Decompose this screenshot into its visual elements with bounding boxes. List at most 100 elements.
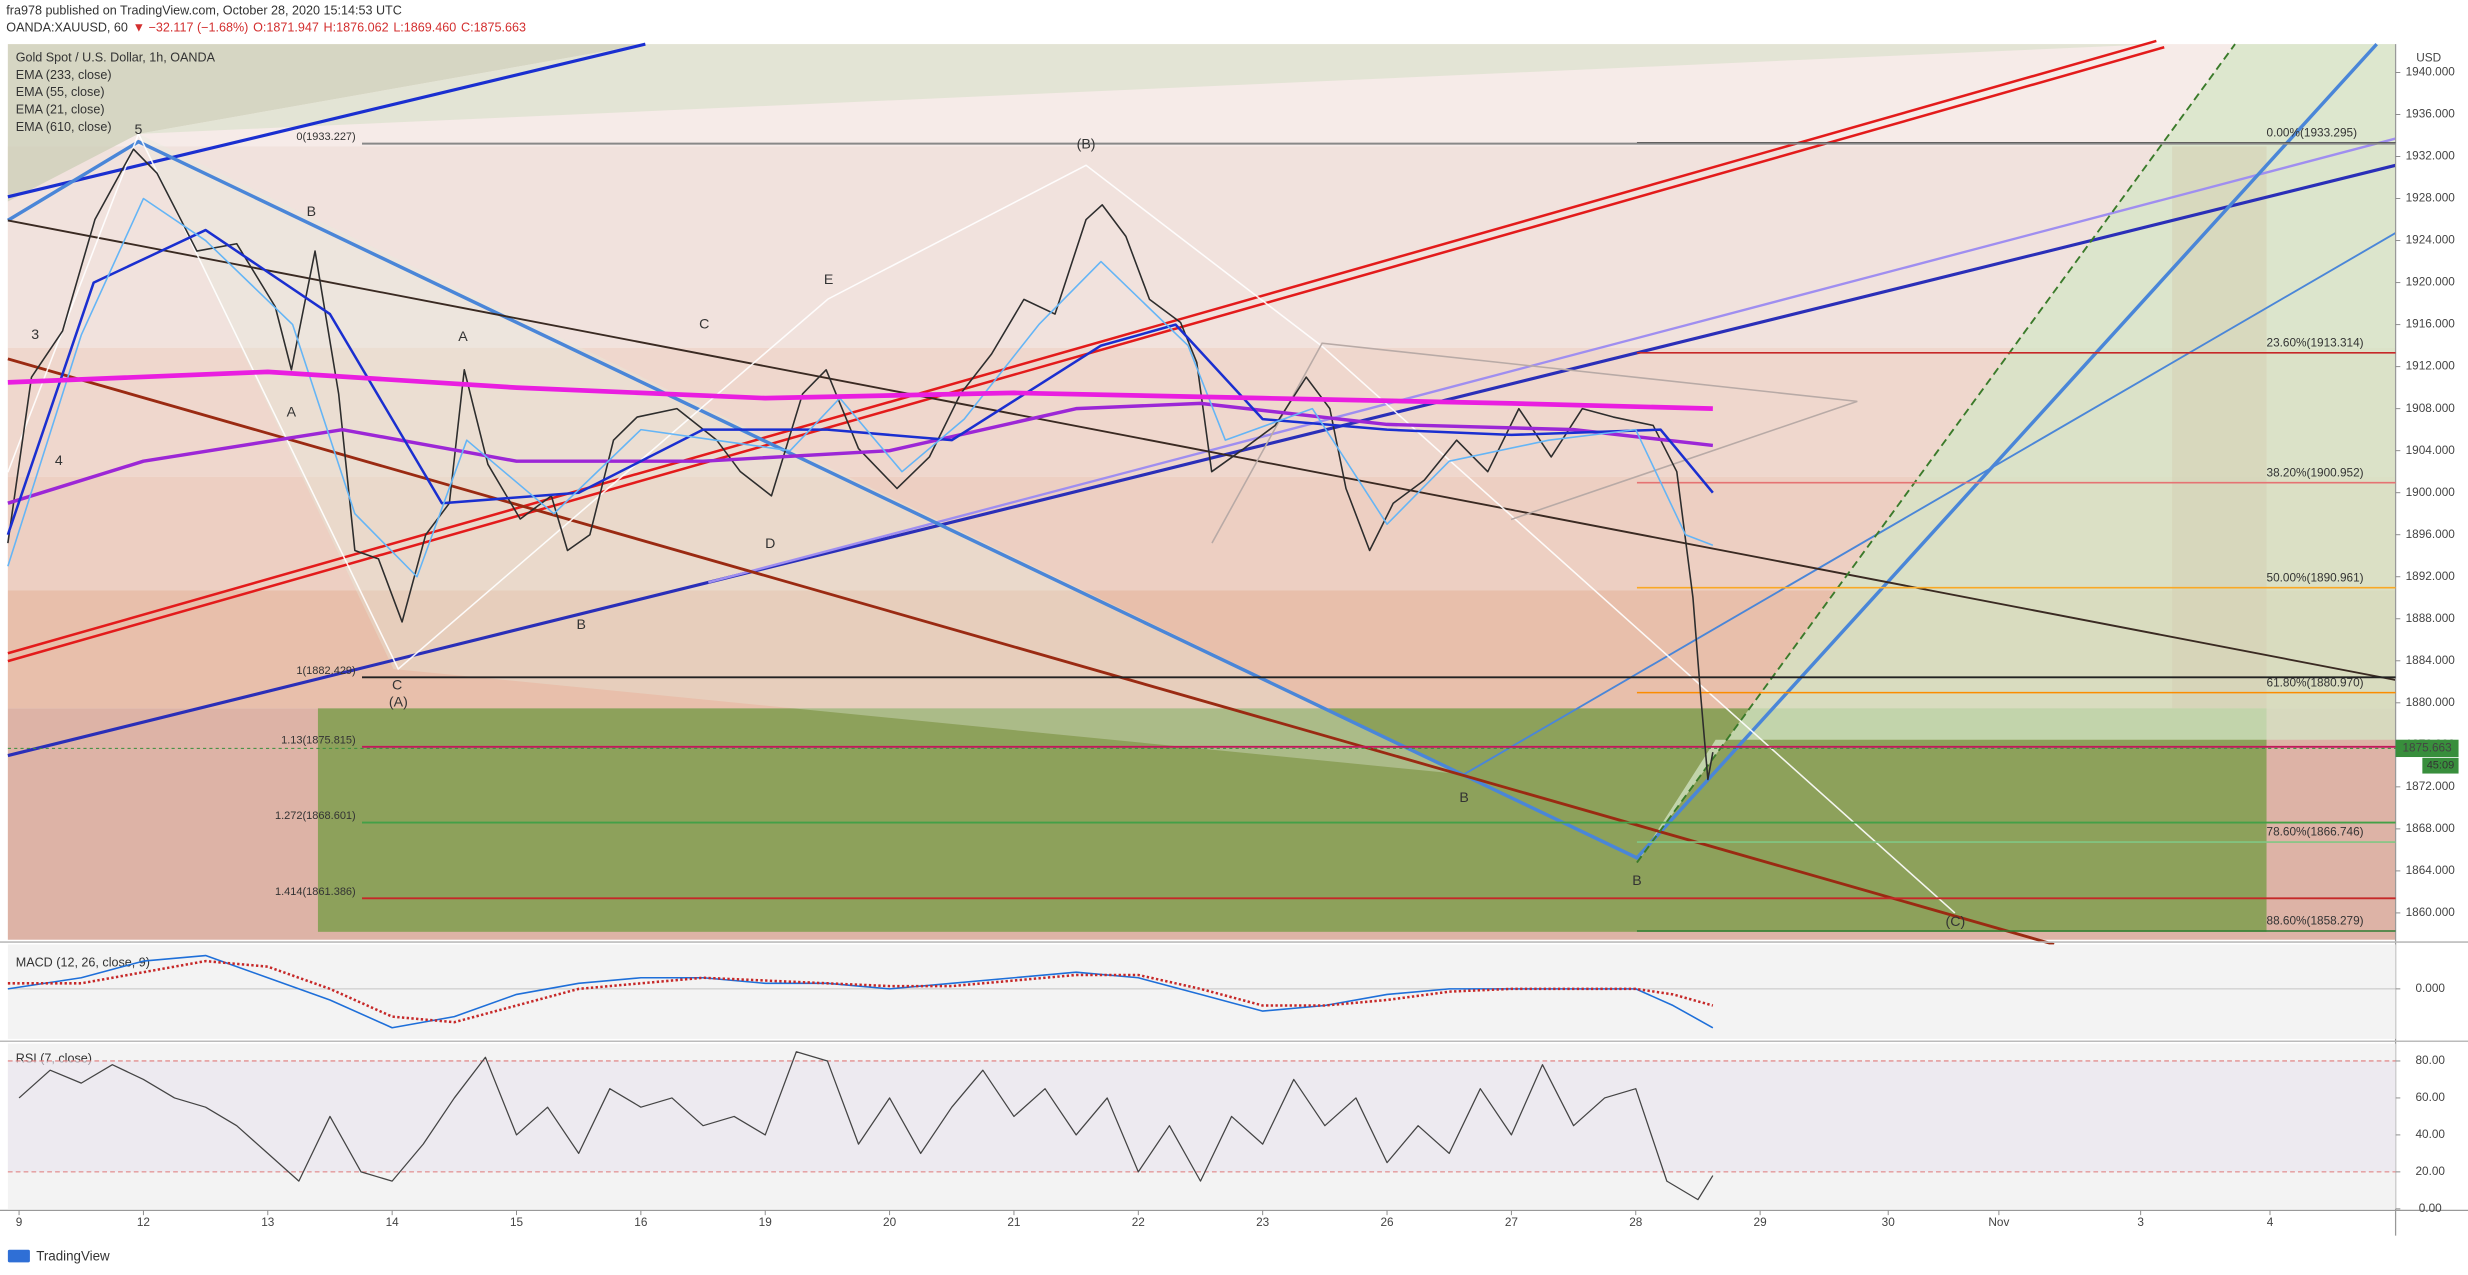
y-tick-label: 1880.000 <box>2406 695 2456 709</box>
y-tick-label: 1864.000 <box>2406 863 2456 877</box>
legend-entry: EMA (55, close) <box>16 85 105 99</box>
y-tick-label: 20.00 <box>2415 1164 2445 1178</box>
x-tick-label: 19 <box>759 1215 772 1229</box>
fib-label: 23.60%(1913.314) <box>2267 335 2364 349</box>
x-tick-label: 14 <box>386 1215 400 1229</box>
x-tick-label: Nov <box>1988 1215 2009 1229</box>
trend-line <box>7 357 2055 946</box>
x-tick-label: 12 <box>137 1215 150 1229</box>
y-tick-label: 0.000 <box>2415 981 2445 995</box>
y-tick-label: 80.00 <box>2415 1053 2445 1067</box>
x-tick-label: 21 <box>1007 1215 1020 1229</box>
currency: USD <box>2416 50 2441 64</box>
x-tick-label: 28 <box>1629 1215 1643 1229</box>
series-line <box>7 197 1714 578</box>
target-box <box>317 708 2267 932</box>
series-line <box>7 959 1714 1024</box>
macd-pane <box>7 944 2396 1039</box>
symbol-line: OANDA:XAUUSD, 60 ▼ −32.117 (−1.68%) O:1871… <box>6 21 526 35</box>
wave-label: (C) <box>1946 914 1966 930</box>
x-tick-label: 29 <box>1754 1215 1767 1229</box>
x-tick-label: 15 <box>510 1215 524 1229</box>
y-tick-label: 1940.000 <box>2406 65 2456 79</box>
wave-label: 5 <box>135 122 143 138</box>
trend-line <box>1463 232 2397 776</box>
x-tick-label: 20 <box>883 1215 897 1229</box>
ohlc-high: H:1876.062 <box>324 21 389 35</box>
y-tick-label: 1896.000 <box>2406 527 2456 541</box>
x-tick-label: 22 <box>1132 1215 1145 1229</box>
y-tick-label: 1872.000 <box>2406 779 2456 793</box>
countdown-box <box>2422 757 2459 774</box>
fib-label: 0.00%(1933.295) <box>2267 126 2358 140</box>
y-tick-label: 1932.000 <box>2406 149 2456 163</box>
x-tick-label: 9 <box>16 1215 23 1229</box>
ohlc-close: C:1875.663 <box>461 21 526 35</box>
fib-extension-label: 1.272(1868.601) <box>275 810 356 822</box>
series-line <box>7 401 1714 505</box>
footer-logo: TradingView <box>7 1248 110 1263</box>
y-tick-label: 40.00 <box>2415 1127 2445 1141</box>
countdown: 45:09 <box>2427 760 2455 772</box>
last-price-label: 1875.663 <box>2402 740 2452 754</box>
trend-line <box>1636 43 2236 864</box>
wave-label: C <box>392 678 402 694</box>
brand: TradingView <box>36 1248 110 1263</box>
series-line <box>7 148 1714 781</box>
change: ▼ −32.117 (−1.68%) <box>133 21 249 35</box>
trend-line <box>7 163 2396 758</box>
y-tick-label: 1936.000 <box>2406 107 2456 121</box>
wave-label: B <box>576 617 585 633</box>
x-tick-label: 26 <box>1380 1215 1394 1229</box>
x-tick-label: 4 <box>2267 1215 2274 1229</box>
trend-line <box>7 42 646 199</box>
x-tick-label: 30 <box>1882 1215 1896 1229</box>
symbol: OANDA:XAUUSD, 60 <box>6 21 128 35</box>
fib-extension-label: 1.414(1861.386) <box>275 886 356 898</box>
x-tick-label: 23 <box>1256 1215 1270 1229</box>
fib-label: 88.60%(1858.279) <box>2267 914 2364 928</box>
wave-label: E <box>824 272 833 288</box>
wave-label: 3 <box>31 327 39 343</box>
y-tick-label: 1904.000 <box>2406 443 2456 457</box>
chart-title: Gold Spot / U.S. Dollar, 1h, OANDA <box>16 51 216 65</box>
series-line <box>6 228 1714 536</box>
fib-label: 50.00%(1890.961) <box>2267 570 2364 584</box>
y-tick-label: 1888.000 <box>2406 611 2456 625</box>
shaded-channel <box>7 44 646 202</box>
shaded-channel <box>138 44 2157 134</box>
publisher: fra978 published on TradingView.com, Oct… <box>6 3 402 17</box>
fib-label: 78.60%(1866.746) <box>2267 825 2364 839</box>
last-price-box <box>2395 739 2459 758</box>
trend-line <box>7 219 2396 681</box>
x-tick-label: 16 <box>634 1215 648 1229</box>
wave-label: A <box>287 405 297 421</box>
ohlc-open: O:1871.947 <box>253 21 319 35</box>
y-tick-label: 0.00 <box>2419 1201 2442 1215</box>
wave-label: A <box>458 329 468 345</box>
wave-label: D <box>765 536 775 552</box>
legend-entry: EMA (21, close) <box>16 103 105 117</box>
wave-label: B <box>1632 873 1641 889</box>
macd-title: MACD (12, 26, close, 9) <box>16 956 150 970</box>
trend-line <box>6 42 2378 860</box>
y-tick-label: 1924.000 <box>2406 233 2456 247</box>
wave-line <box>1211 342 1858 544</box>
y-tick-label: 1928.000 <box>2406 191 2456 205</box>
y-tick-label: 1892.000 <box>2406 569 2456 583</box>
series-line <box>7 954 1714 1029</box>
series-line <box>7 369 1713 412</box>
wave-label: (B) <box>1077 137 1096 153</box>
y-tick-label: 60.00 <box>2415 1090 2445 1104</box>
wave-label: 4 <box>55 453 63 469</box>
fib-label: 38.20%(1900.952) <box>2267 465 2364 479</box>
wave-label: (A) <box>389 695 408 711</box>
fib-extension-label: 1(1882.429) <box>296 665 355 677</box>
logo-icon <box>7 1249 30 1263</box>
x-tick-label: 3 <box>2137 1215 2144 1229</box>
wave-label: B <box>307 204 316 220</box>
fib-extension-label: 1.13(1875.815) <box>281 734 356 746</box>
rsi-band <box>7 1060 2396 1172</box>
